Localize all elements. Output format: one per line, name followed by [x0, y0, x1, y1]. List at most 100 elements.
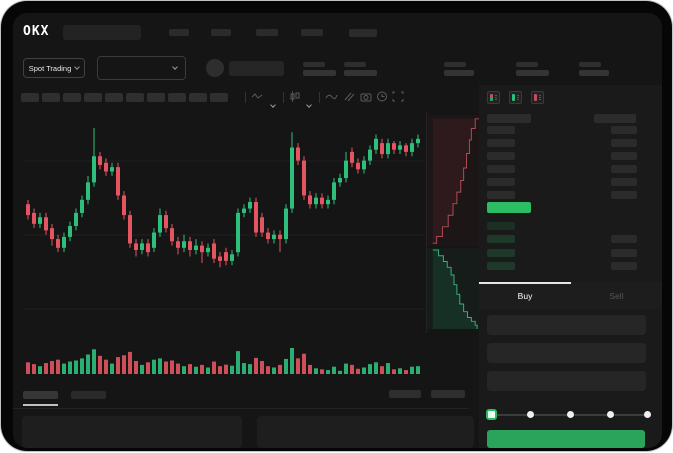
nav-item-placeholder[interactable] — [349, 29, 377, 37]
timeframe-button-placeholder[interactable] — [21, 93, 39, 102]
ask-row-amount — [611, 165, 637, 173]
volume-bar — [344, 363, 348, 374]
volume-bar — [320, 369, 324, 374]
candle-body — [110, 167, 114, 172]
timeframe-button-placeholder[interactable] — [84, 93, 102, 102]
tab-buy[interactable]: Buy — [517, 291, 533, 301]
stat-value-placeholder — [344, 70, 377, 76]
candle-body — [254, 202, 258, 233]
timeframe-button-placeholder[interactable] — [63, 93, 81, 102]
nav-item-placeholder[interactable] — [211, 29, 231, 36]
orderbook-header-placeholder — [594, 114, 636, 123]
volume-bar — [296, 358, 300, 374]
volume-bar — [98, 355, 102, 374]
slider-stop[interactable] — [644, 411, 651, 418]
candle-body — [272, 234, 276, 240]
slider-stop[interactable] — [527, 411, 534, 418]
book-sell-view-icon[interactable] — [531, 91, 544, 104]
ask-row-price[interactable] — [487, 152, 515, 160]
volume-bar — [350, 364, 354, 374]
nav-item-placeholder[interactable] — [169, 29, 189, 36]
coin-avatar — [206, 59, 224, 77]
ask-row-price[interactable] — [487, 178, 515, 186]
bottom-tab-placeholder[interactable] — [71, 391, 106, 399]
candle-body — [266, 232, 270, 240]
ask-row-amount — [611, 126, 637, 134]
line-chart-icon[interactable] — [325, 91, 338, 102]
compare-icon[interactable] — [343, 91, 355, 102]
volume-bar — [164, 361, 168, 374]
tab-sell[interactable]: Sell — [609, 291, 624, 301]
bid-row-price[interactable] — [487, 235, 515, 243]
volume-bar — [146, 362, 150, 374]
toolbar-divider — [283, 92, 284, 103]
pair-selector-dropdown[interactable] — [97, 56, 186, 80]
fullscreen-icon[interactable] — [392, 91, 404, 102]
candle-body — [218, 256, 222, 261]
volume-bar — [398, 368, 402, 374]
timeframe-button-placeholder[interactable] — [147, 93, 165, 102]
bottom-divider — [13, 408, 469, 409]
candle-body — [392, 143, 396, 150]
volume-bar — [260, 361, 264, 374]
candle-body — [224, 252, 228, 261]
price-input[interactable] — [487, 315, 646, 335]
ask-row-price[interactable] — [487, 139, 515, 147]
timeframe-button-placeholder[interactable] — [126, 93, 144, 102]
trade-sidebar: Buy Sell — [479, 85, 662, 448]
volume-bar — [248, 364, 252, 374]
bottom-tab-placeholder[interactable] — [23, 391, 58, 399]
timeframe-button-placeholder[interactable] — [168, 93, 186, 102]
bottom-action-placeholder[interactable] — [389, 390, 421, 398]
ask-row-price[interactable] — [487, 165, 515, 173]
candlestick-icon[interactable] — [289, 91, 301, 102]
volume-bar — [140, 364, 144, 374]
ask-row-price[interactable] — [487, 191, 515, 199]
volume-bar — [404, 370, 408, 374]
volume-bar — [74, 360, 78, 374]
candle-body — [320, 197, 324, 205]
candle-body — [314, 197, 318, 205]
candle-body — [74, 212, 78, 226]
last-price-badge[interactable] — [487, 202, 531, 213]
market-type-dropdown[interactable]: Spot Trading — [23, 58, 85, 78]
search-input[interactable] — [63, 25, 141, 40]
bottom-action-placeholder[interactable] — [431, 390, 465, 398]
wave-icon[interactable] — [251, 91, 263, 102]
volume-bar — [92, 349, 96, 374]
candle-body — [170, 228, 174, 242]
book-buy-view-icon[interactable] — [509, 91, 522, 104]
ask-row-price[interactable] — [487, 126, 515, 134]
candle-body — [248, 202, 252, 209]
volume-bar — [32, 364, 36, 374]
book-split-view-icon[interactable] — [487, 91, 500, 104]
candlestick-chart[interactable] — [23, 109, 425, 381]
candle-body — [332, 182, 336, 200]
timeframe-button-placeholder[interactable] — [105, 93, 123, 102]
nav-item-placeholder[interactable] — [256, 29, 278, 36]
timeframe-button-placeholder[interactable] — [42, 93, 60, 102]
clock-icon[interactable] — [376, 91, 388, 102]
slider-handle[interactable] — [486, 409, 497, 420]
camera-icon[interactable] — [360, 91, 372, 102]
candle-body — [182, 241, 186, 248]
candle-body — [116, 167, 120, 196]
bid-row-price[interactable] — [487, 249, 515, 257]
bid-row-price[interactable] — [487, 222, 515, 230]
slider-stop[interactable] — [567, 411, 574, 418]
nav-item-placeholder[interactable] — [301, 29, 323, 36]
volume-bar — [80, 358, 84, 374]
timeframe-button-placeholder[interactable] — [210, 93, 228, 102]
amount-input[interactable] — [487, 343, 646, 363]
bid-row-price[interactable] — [487, 262, 515, 270]
orderbook-header-placeholder — [487, 114, 531, 123]
buy-submit-button[interactable] — [487, 430, 645, 448]
total-input[interactable] — [487, 371, 646, 391]
slider-stop[interactable] — [607, 411, 614, 418]
stat-label-placeholder — [444, 62, 466, 67]
active-bottom-tab-underline — [23, 404, 58, 406]
timeframe-button-placeholder[interactable] — [189, 93, 207, 102]
candle-body — [176, 241, 180, 248]
volume-bar — [332, 366, 336, 374]
candle-body — [62, 236, 66, 248]
